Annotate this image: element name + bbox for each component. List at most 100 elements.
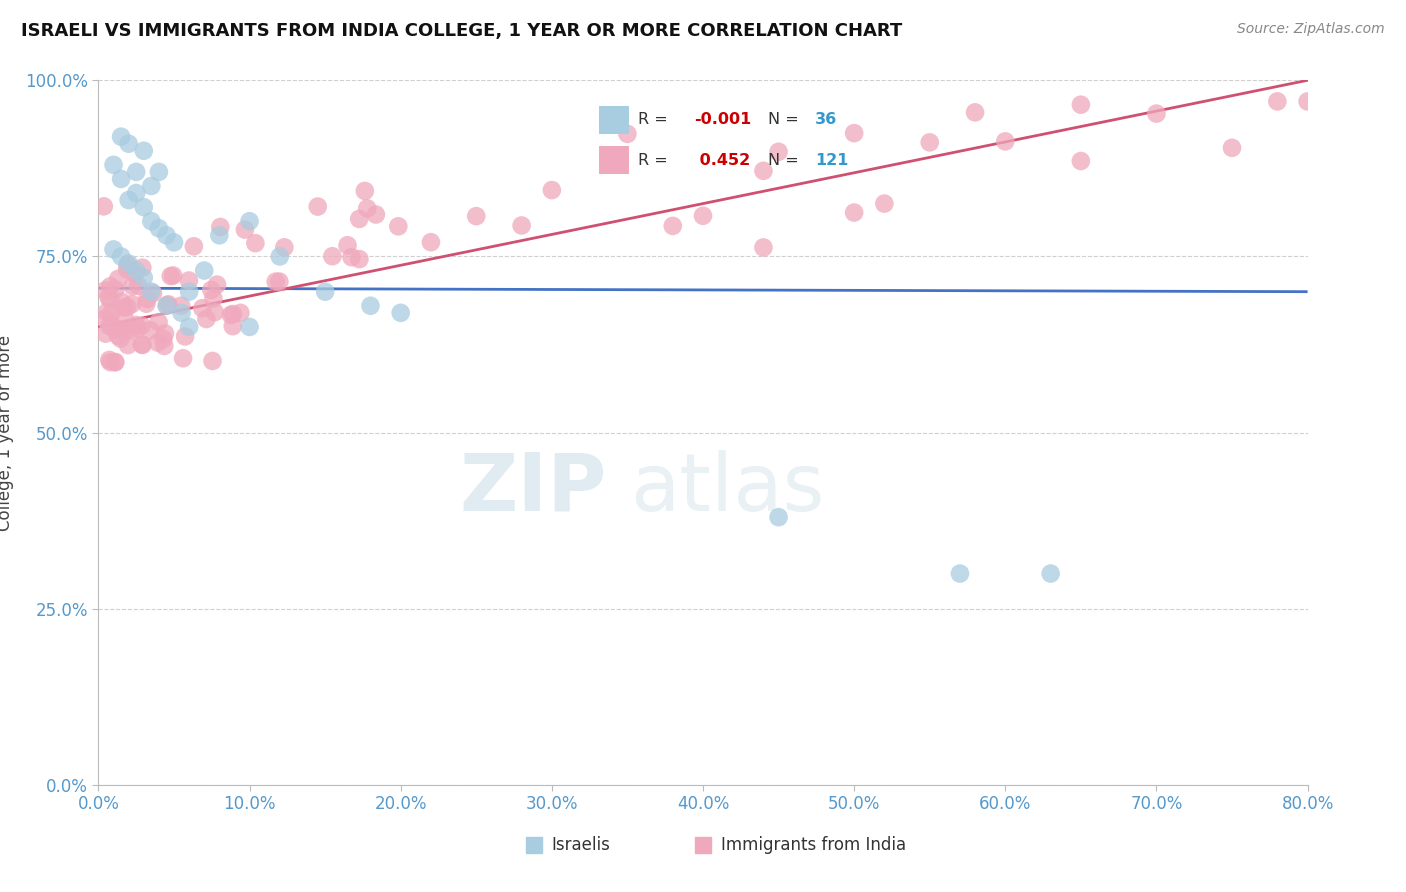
- Point: [307, 200, 329, 214]
- Point: [127, 278, 149, 293]
- Point: [146, 335, 169, 350]
- Point: [1039, 566, 1062, 581]
- Point: [949, 566, 972, 581]
- Point: [209, 219, 232, 234]
- Point: [172, 351, 194, 366]
- Point: [118, 256, 141, 270]
- Text: -0.001: -0.001: [695, 112, 751, 128]
- FancyBboxPatch shape: [599, 146, 628, 175]
- Point: [132, 270, 155, 285]
- Point: [120, 323, 142, 337]
- Point: [183, 239, 205, 253]
- Point: [273, 240, 295, 254]
- Point: [193, 263, 215, 277]
- Point: [107, 328, 129, 343]
- Point: [239, 319, 262, 334]
- Point: [994, 134, 1017, 148]
- Point: [110, 172, 132, 186]
- Point: [204, 305, 226, 319]
- Point: [229, 306, 252, 320]
- Point: [349, 252, 371, 267]
- Point: [387, 219, 409, 234]
- Point: [156, 298, 179, 312]
- Text: R =: R =: [638, 112, 672, 128]
- Text: Source: ZipAtlas.com: Source: ZipAtlas.com: [1237, 22, 1385, 37]
- Point: [222, 307, 245, 321]
- Point: [110, 249, 132, 264]
- Point: [233, 222, 256, 236]
- Point: [155, 299, 177, 313]
- Point: [201, 354, 224, 368]
- Point: [336, 238, 359, 252]
- Point: [104, 322, 127, 336]
- Point: [264, 275, 287, 289]
- Point: [117, 321, 139, 335]
- Point: [356, 202, 378, 216]
- Point: [115, 262, 138, 277]
- Point: [131, 318, 153, 333]
- Point: [125, 165, 148, 179]
- Point: [191, 301, 214, 316]
- Point: [100, 307, 122, 321]
- Text: N =: N =: [768, 112, 804, 128]
- Point: [139, 323, 162, 337]
- FancyBboxPatch shape: [599, 106, 628, 134]
- Point: [103, 243, 125, 257]
- Point: [420, 235, 443, 250]
- Point: [844, 205, 866, 219]
- Point: [121, 297, 143, 311]
- Point: [752, 163, 775, 178]
- Text: 0.452: 0.452: [695, 153, 751, 168]
- Point: [353, 184, 375, 198]
- Point: [465, 209, 488, 223]
- Point: [269, 275, 291, 289]
- Point: [1146, 106, 1168, 120]
- Point: [112, 310, 135, 325]
- Point: [141, 285, 163, 299]
- Point: [389, 306, 412, 320]
- Point: [107, 272, 129, 286]
- Text: 121: 121: [815, 153, 848, 168]
- Point: [110, 294, 132, 309]
- Point: [153, 326, 176, 341]
- Point: [104, 283, 127, 297]
- Point: [347, 211, 370, 226]
- Point: [222, 319, 245, 334]
- Point: [98, 319, 121, 334]
- Point: [136, 292, 159, 306]
- Point: [125, 321, 148, 335]
- Point: [239, 214, 262, 228]
- Point: [360, 299, 382, 313]
- Point: [110, 129, 132, 144]
- Point: [96, 305, 118, 319]
- Point: [177, 274, 200, 288]
- Point: [179, 285, 201, 299]
- Point: [121, 279, 143, 293]
- Point: [965, 105, 987, 120]
- Point: [661, 219, 683, 233]
- Point: [132, 144, 155, 158]
- Point: [110, 323, 132, 337]
- Point: [141, 214, 163, 228]
- Point: [768, 145, 790, 159]
- Point: [159, 269, 181, 284]
- Point: [202, 292, 225, 306]
- Point: [752, 240, 775, 254]
- Point: [94, 326, 117, 341]
- Point: [157, 297, 180, 311]
- Point: [100, 318, 122, 332]
- Point: [1070, 97, 1092, 112]
- Point: [112, 301, 135, 315]
- Point: [135, 296, 157, 310]
- Point: [131, 260, 153, 275]
- Point: [314, 285, 336, 299]
- Point: [152, 332, 174, 346]
- Point: [918, 136, 941, 150]
- Point: [616, 127, 638, 141]
- Y-axis label: College, 1 year or more: College, 1 year or more: [0, 334, 14, 531]
- Point: [132, 200, 155, 214]
- Point: [125, 263, 148, 277]
- Point: [205, 277, 228, 292]
- Point: [245, 236, 267, 251]
- Point: [148, 315, 170, 329]
